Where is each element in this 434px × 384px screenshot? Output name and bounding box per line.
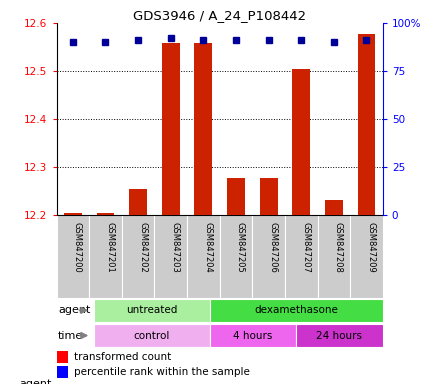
Bar xyxy=(209,324,296,347)
Bar xyxy=(161,43,179,215)
Text: percentile rank within the sample: percentile rank within the sample xyxy=(74,367,250,377)
Text: GSM847201: GSM847201 xyxy=(105,222,114,273)
Bar xyxy=(56,215,89,298)
Bar xyxy=(129,189,147,215)
Bar xyxy=(349,215,382,298)
Bar xyxy=(187,215,219,298)
Text: 24 hours: 24 hours xyxy=(316,331,362,341)
Bar xyxy=(227,178,244,215)
Bar xyxy=(56,366,68,377)
Bar xyxy=(94,299,209,322)
Text: GSM847209: GSM847209 xyxy=(365,222,375,273)
Title: GDS3946 / A_24_P108442: GDS3946 / A_24_P108442 xyxy=(133,9,306,22)
Bar xyxy=(357,34,375,215)
Bar xyxy=(324,200,342,215)
Text: GSM847204: GSM847204 xyxy=(203,222,212,273)
Text: GSM847205: GSM847205 xyxy=(235,222,244,273)
Bar xyxy=(292,69,309,215)
Bar xyxy=(317,215,349,298)
Bar xyxy=(296,324,382,347)
Bar xyxy=(122,215,154,298)
Text: GSM847202: GSM847202 xyxy=(138,222,147,273)
Bar xyxy=(94,324,209,347)
Bar xyxy=(89,215,122,298)
Text: GSM847207: GSM847207 xyxy=(300,222,309,273)
Text: agent: agent xyxy=(58,305,90,315)
Bar xyxy=(56,351,68,362)
Bar xyxy=(194,43,212,215)
Bar xyxy=(209,299,382,322)
Text: GSM847200: GSM847200 xyxy=(73,222,82,273)
Bar xyxy=(284,215,317,298)
Bar xyxy=(252,215,284,298)
Text: control: control xyxy=(133,331,170,341)
Text: dexamethasone: dexamethasone xyxy=(253,305,337,315)
Bar xyxy=(259,178,277,215)
Bar xyxy=(154,215,187,298)
Text: GSM847203: GSM847203 xyxy=(170,222,179,273)
Text: GSM847208: GSM847208 xyxy=(333,222,342,273)
Bar xyxy=(219,215,252,298)
Bar xyxy=(64,213,82,215)
Text: GSM847206: GSM847206 xyxy=(268,222,277,273)
Text: untreated: untreated xyxy=(126,305,177,315)
Text: 4 hours: 4 hours xyxy=(233,331,272,341)
Text: transformed count: transformed count xyxy=(74,352,171,362)
Text: time: time xyxy=(58,331,83,341)
Bar xyxy=(96,213,114,215)
Text: agent: agent xyxy=(20,379,52,384)
